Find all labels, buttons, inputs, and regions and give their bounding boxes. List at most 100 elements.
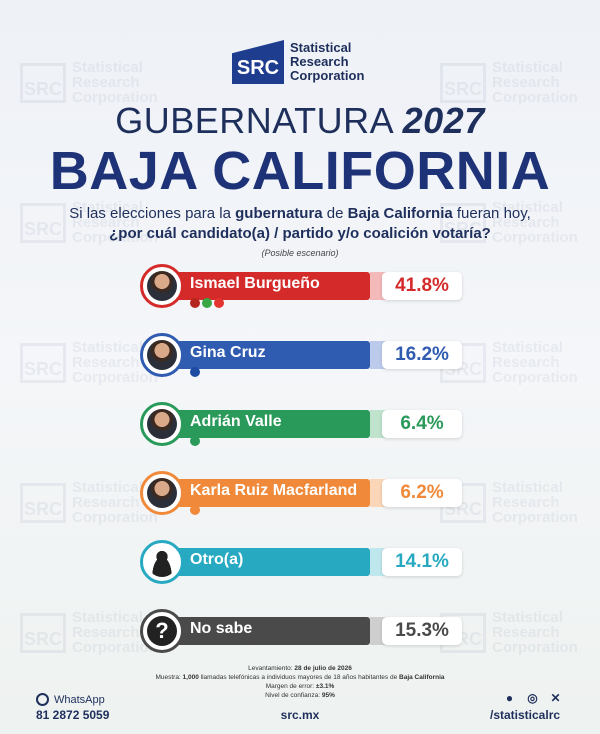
website-link[interactable]: src.mx — [280, 708, 320, 722]
value-box: 14.1% — [382, 548, 462, 576]
q-text: fueran hoy, — [452, 205, 531, 222]
question-icon: ? — [140, 609, 184, 653]
fn-value: 95% — [321, 692, 335, 699]
logo-line: Corporation — [290, 68, 365, 83]
methodology-note: Levantamiento: 28 de julio de 2026 Muest… — [0, 664, 600, 700]
fn-label: Levantamiento: — [248, 665, 295, 672]
category-label: Gina Cruz — [190, 344, 266, 361]
fn-label: Margen de error: — [265, 683, 316, 690]
value-box: 15.3% — [382, 617, 462, 645]
x-icon[interactable]: ✕ — [550, 691, 561, 705]
person-icon — [140, 540, 184, 584]
q-bold: Baja California — [347, 205, 453, 222]
bar — [170, 341, 370, 369]
bar — [170, 410, 370, 438]
bar — [170, 272, 370, 300]
chart-row: Adrián Valle 6.4% — [140, 402, 462, 446]
watermark: SRC Statistical Research Corporation — [20, 610, 158, 655]
whatsapp-label: WhatsApp — [54, 693, 105, 706]
category-label: Ismael Burgueño — [190, 275, 320, 292]
category-label: Adrián Valle — [190, 413, 282, 430]
bar — [170, 617, 370, 645]
avatar-graphic: ? — [147, 616, 177, 646]
facebook-icon[interactable]: ● — [505, 691, 514, 705]
category-label: Otro(a) — [190, 551, 244, 568]
q-text: de — [322, 205, 348, 222]
value-box: 6.4% — [382, 410, 462, 438]
category-label: No sabe — [190, 620, 253, 637]
pt-logo-icon — [214, 298, 224, 308]
brand-logo: SRC Statistical Research Corporation — [232, 40, 364, 84]
phone-number[interactable]: 81 2872 5059 — [36, 708, 110, 722]
candidate-photo — [140, 264, 184, 308]
watermark: SRC Statistical Research Corporation — [20, 200, 158, 245]
pan-logo-icon — [190, 367, 200, 377]
watermark: SRC Statistical Research Corporation — [440, 60, 578, 105]
watermark: SRC Statistical Research Corporation — [440, 480, 578, 525]
chart-row: ? No sabe 15.3% — [140, 609, 462, 653]
bar — [170, 548, 370, 576]
watermark: SRC Statistical Research Corporation — [440, 340, 578, 385]
value-box: 16.2% — [382, 341, 462, 369]
watermark: SRC Statistical Research Corporation — [20, 340, 158, 385]
avatar-graphic — [147, 340, 177, 370]
pvem-logo-icon — [202, 298, 212, 308]
category-label: Karla Ruiz Macfarland — [190, 482, 358, 499]
chart-row: Ismael Burgueño 41.8% — [140, 264, 462, 308]
value-label: 14.1% — [395, 551, 449, 572]
headline-prefix: GUBERNATURA — [115, 100, 403, 141]
party-logos — [190, 436, 200, 446]
q-line2: ¿por cuál candidato(a) / partido y/o coa… — [109, 225, 491, 242]
chart-row: Gina Cruz 16.2% — [140, 333, 462, 377]
avatar-graphic — [147, 271, 177, 301]
morena-logo-icon — [190, 298, 200, 308]
headline-main: BAJA CALIFORNIA — [49, 141, 551, 201]
candidate-photo — [140, 402, 184, 446]
chart-row: Otro(a) 14.1% — [140, 540, 462, 584]
candidate-photo — [140, 333, 184, 377]
instagram-icon[interactable]: ◎ — [527, 691, 538, 705]
value-box: 6.2% — [382, 479, 462, 507]
bar — [170, 479, 370, 507]
q-bold: gubernatura — [235, 205, 323, 222]
q-text: Si las elecciones para la — [69, 205, 236, 222]
fn-label: Muestra: — [155, 674, 183, 681]
value-label: 16.2% — [395, 344, 449, 365]
fn-value: Baja California — [399, 674, 445, 681]
survey-question: Si las elecciones para la gubernatura de… — [0, 204, 600, 244]
whatsapp-contact[interactable]: WhatsApp — [36, 693, 105, 706]
fn-value: 1,000 — [182, 674, 199, 681]
social-icons: ● ◎ ✕ — [503, 692, 562, 705]
logo-mark: SRC — [232, 40, 284, 84]
party-logos — [190, 505, 200, 515]
avatar-graphic — [147, 409, 177, 439]
headline-year: 2027 — [402, 100, 485, 141]
value-label: 6.2% — [400, 482, 444, 503]
logo-line: Research — [290, 54, 349, 69]
watermark: SRC Statistical Research Corporation — [20, 60, 158, 105]
fn-value: ±3.1% — [315, 683, 335, 690]
mc-logo-icon — [190, 505, 200, 515]
candidate-photo — [140, 471, 184, 515]
social-handle[interactable]: /statisticalrc — [490, 708, 561, 722]
avatar-graphic — [147, 478, 177, 508]
party-logos — [190, 367, 200, 377]
headline-top: GUBERNATURA 2027 — [0, 100, 600, 142]
chart-row: Karla Ruiz Macfarland 6.2% — [140, 471, 462, 515]
value-label: 15.3% — [395, 620, 449, 641]
scenario-note: (Posible escenario) — [261, 248, 339, 258]
watermark: SRC Statistical Research Corporation — [440, 200, 578, 245]
fn-value: 28 de julio de 2026 — [294, 665, 352, 672]
fn-text: llamadas telefónicas a individuos mayore… — [198, 674, 400, 681]
value-label: 41.8% — [395, 275, 449, 296]
party-logos — [190, 298, 224, 308]
avatar-graphic — [147, 547, 177, 577]
watermark: SRC Statistical Research Corporation — [440, 610, 578, 655]
watermark: SRC Statistical Research Corporation — [20, 480, 158, 525]
value-box: 41.8% — [382, 272, 462, 300]
logo-line: Statistical — [290, 40, 352, 55]
whatsapp-icon — [36, 693, 49, 706]
logo-wordmark: Statistical Research Corporation — [290, 41, 364, 83]
value-label: 6.4% — [400, 413, 444, 434]
pri-logo-icon — [190, 436, 200, 446]
